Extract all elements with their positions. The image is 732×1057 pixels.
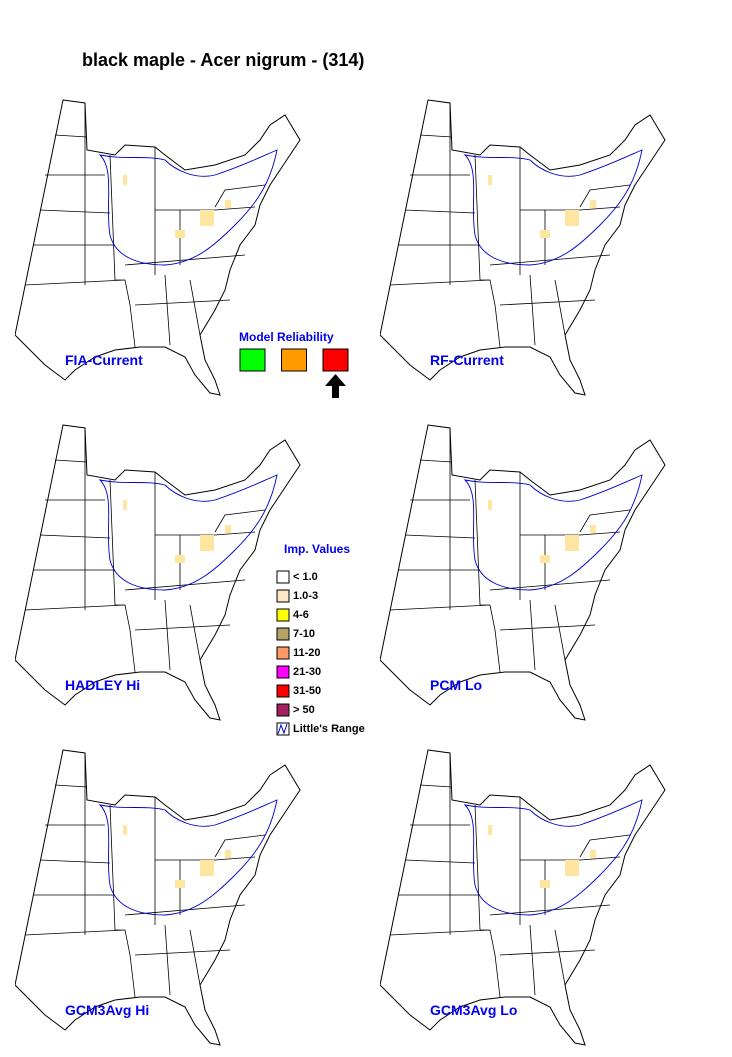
legend-label: 11-20 <box>293 647 321 659</box>
map-label: RF-Current <box>430 352 504 368</box>
legend-swatch <box>276 665 290 679</box>
range-label: Little's Range <box>293 723 365 735</box>
legend-label: 4-6 <box>293 609 309 621</box>
legend-swatch <box>276 608 290 622</box>
reliability-box <box>281 348 307 372</box>
legend-label: 31-50 <box>293 685 321 697</box>
map <box>380 424 666 721</box>
range-symbol <box>277 723 288 735</box>
legend-swatch <box>276 703 290 717</box>
selected-arrow <box>325 374 346 398</box>
reliability-title: Model Reliability <box>239 330 334 344</box>
legend-swatch <box>276 646 290 660</box>
reliability-box <box>239 348 266 372</box>
legend-label: 1.0-3 <box>293 590 318 602</box>
reliability-box <box>322 348 349 372</box>
legend-swatch <box>276 684 290 698</box>
legend-title: Imp. Values <box>284 542 350 556</box>
legend-label: > 50 <box>293 704 315 716</box>
page-title: black maple - Acer nigrum - (314) <box>82 50 364 70</box>
map <box>15 424 301 721</box>
map-label: HADLEY Hi <box>65 677 140 693</box>
map-label: GCM3Avg Lo <box>430 1002 517 1018</box>
legend-swatch <box>276 589 290 603</box>
map <box>380 99 666 396</box>
map <box>15 749 301 1046</box>
legend-swatch <box>276 570 290 584</box>
map-label: FIA-Current <box>65 352 143 368</box>
legend-label: 21-30 <box>293 666 321 678</box>
legend-label: < 1.0 <box>293 571 318 583</box>
legend-swatch <box>276 627 290 641</box>
map-label: PCM Lo <box>430 677 482 693</box>
legend-label: 7-10 <box>293 628 315 640</box>
map <box>380 749 666 1046</box>
map-label: GCM3Avg Hi <box>65 1002 149 1018</box>
